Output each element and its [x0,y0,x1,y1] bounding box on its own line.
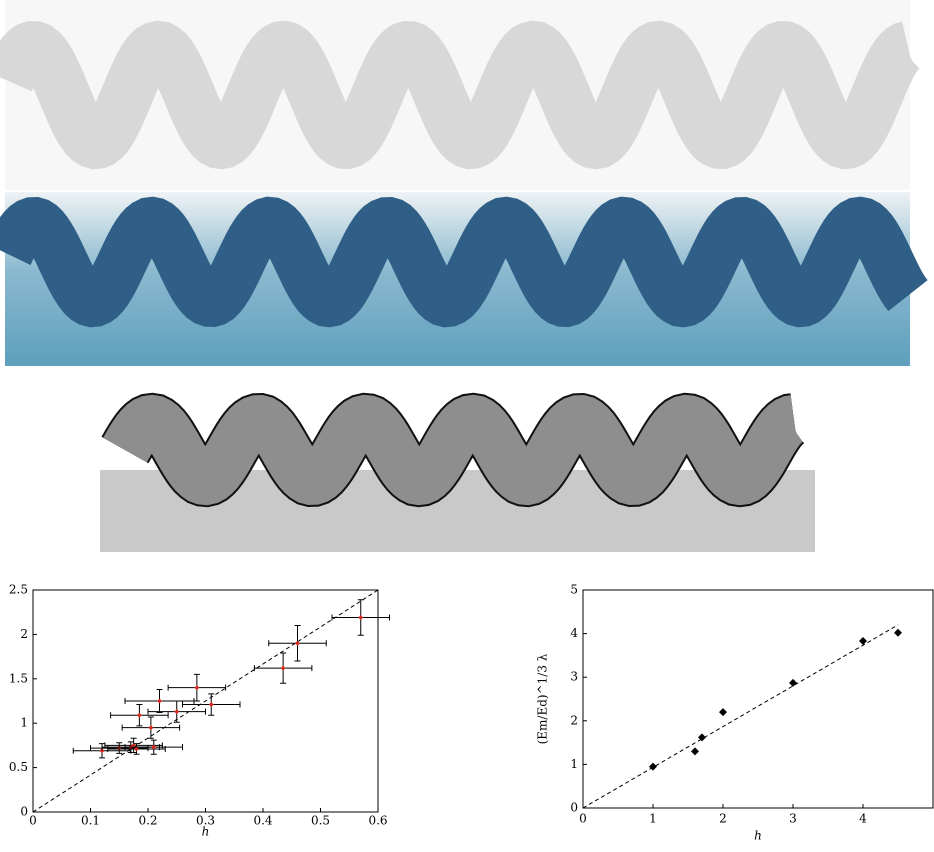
y-axis-label: (Em/Ed)^1/3 λ [536,653,550,744]
plot-frame [582,589,934,809]
data-point [358,615,364,621]
y-tick-label: 2 [20,627,28,641]
data-point [116,745,122,751]
x-tick-label: 3 [789,812,797,826]
x-tick-label: 2 [719,812,727,826]
x-tick-label: 4 [859,812,867,826]
data-point [99,748,105,754]
data-point [649,762,657,771]
y-tick-label: 2.5 [9,583,28,597]
x-tick-label: 0.2 [138,814,157,828]
y-tick-label: 1 [570,757,578,771]
x-tick-label: 0.1 [81,814,100,828]
data-point [131,742,137,748]
y-tick-label: 4 [570,626,578,640]
data-point [691,747,699,756]
wave-band [0,196,928,328]
data-point [295,640,300,646]
wave-band [103,394,803,506]
y-tick-label: 1 [20,716,28,730]
data-point [136,712,142,718]
y-tick-label: 0 [570,801,578,815]
y-tick-label: 2 [570,713,578,727]
x-tick-label: 0.6 [368,814,387,828]
data-point [698,733,706,742]
data-point [151,744,157,750]
data-point [157,698,162,704]
data-point [208,702,214,708]
data-point [859,637,867,646]
y-tick-label: 1.5 [9,671,28,685]
x-axis-label: h [754,829,762,843]
y-tick-label: 0.5 [9,760,28,774]
y-tick-label: 0 [20,805,28,819]
x-tick-label: 0.3 [196,814,215,828]
fit-line [582,624,899,809]
x-tick-label: 0.5 [311,814,330,828]
fit-line [32,589,379,813]
x-tick-label: 1 [649,812,657,826]
data-point [194,685,200,691]
x-tick-label: 0 [579,812,587,826]
data-point [148,725,154,731]
y-tick-label: 3 [570,670,578,684]
data-point [719,708,727,717]
x-tick-label: 0.4 [253,814,272,828]
data-point [789,678,797,687]
data-point [174,709,180,715]
wave-band [0,20,920,170]
data-point [894,628,902,637]
data-point [280,665,286,671]
x-tick-label: 0 [29,814,37,828]
y-tick-label: 5 [570,583,578,597]
data-point [134,746,139,752]
x-axis-label: h [202,825,210,839]
